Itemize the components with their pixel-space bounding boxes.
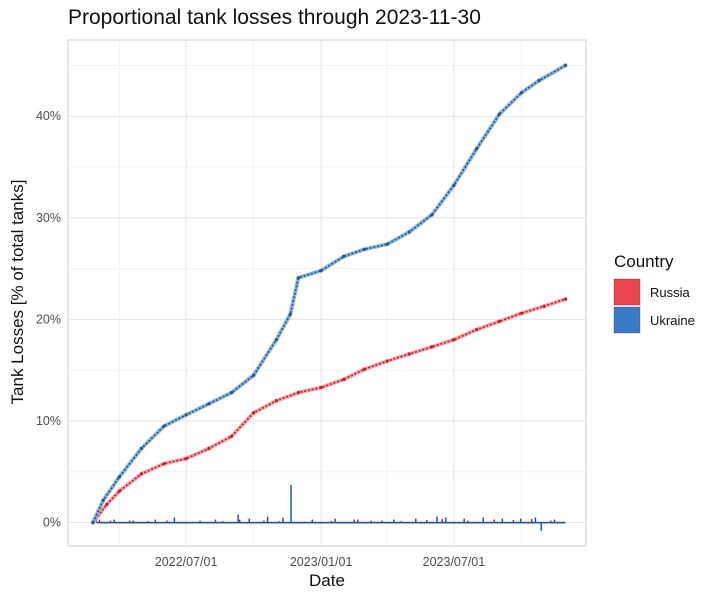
- x-tick-label: 2023/01/01: [290, 555, 353, 569]
- x-axis-ticks: 2022/07/01 2023/01/01 2023/07/01: [155, 555, 485, 569]
- series-ukraine-point: [342, 254, 346, 258]
- series-russia-point: [184, 457, 188, 461]
- series-ukraine-point: [207, 402, 211, 406]
- series-russia-point: [497, 319, 501, 323]
- series-ukraine-point: [296, 276, 300, 280]
- series-ukraine-point: [139, 446, 143, 451]
- series-ukraine-point: [101, 498, 105, 502]
- y-tick-label: 0%: [43, 516, 61, 530]
- series-russia-point: [542, 304, 546, 308]
- series-russia-point: [452, 338, 456, 342]
- series-russia-point: [207, 446, 211, 451]
- series-russia-point: [385, 359, 389, 363]
- series-ukraine-point: [407, 230, 411, 234]
- series-russia-point: [475, 328, 479, 332]
- series-ukraine-point: [563, 63, 568, 67]
- legend-key-russia: [613, 278, 641, 306]
- series-ukraine-point: [274, 338, 278, 342]
- series-ukraine-point: [162, 424, 166, 428]
- series-ukraine-point: [252, 373, 256, 377]
- series-ukraine-line: [92, 64, 566, 523]
- legend: Country Russia Ukraine: [613, 252, 695, 334]
- series-russia-point: [362, 367, 366, 371]
- y-axis-title: Tank Losses [% of total tanks]: [8, 180, 27, 405]
- series-ukraine-point: [184, 413, 188, 417]
- y-tick-label: 40%: [36, 109, 61, 123]
- series-ukraine-point: [117, 475, 121, 479]
- series-ukraine-point: [91, 521, 95, 525]
- series-russia-point: [274, 399, 278, 403]
- x-tick-label: 2023/07/01: [423, 555, 486, 569]
- series-russia-point: [117, 489, 121, 493]
- series-russia-point: [105, 502, 109, 506]
- series-ukraine-point: [319, 269, 323, 273]
- plot-area: [67, 39, 587, 547]
- series-ukraine-point: [385, 242, 389, 246]
- y-tick-label: 30%: [36, 211, 61, 225]
- panel-background: [67, 39, 587, 547]
- series-ukraine-point: [475, 147, 479, 151]
- chart-title: Proportional tank losses through 2023-11…: [68, 6, 481, 29]
- series-russia-point: [407, 352, 411, 356]
- y-tick-label: 20%: [36, 312, 61, 326]
- x-axis-title: Date: [309, 571, 345, 590]
- series-russia-point: [162, 462, 166, 466]
- y-axis-ticks: 0% 10% 20% 30% 40%: [36, 109, 61, 529]
- series-ukraine-point: [452, 183, 456, 187]
- legend-label-russia: Russia: [650, 285, 691, 300]
- series-russia-point: [430, 345, 434, 349]
- legend-key-ukraine: [613, 306, 641, 334]
- series-ukraine-point: [288, 312, 292, 316]
- series-russia-point: [296, 391, 300, 395]
- series-russia-point: [519, 311, 524, 315]
- series-ukraine-point: [362, 247, 366, 251]
- series-ukraine-point: [537, 79, 541, 83]
- series-russia-point: [230, 434, 234, 438]
- y-tick-label: 10%: [36, 414, 61, 428]
- series-russia-point: [252, 411, 256, 415]
- legend-title: Country: [614, 252, 674, 271]
- series-russia-point: [139, 472, 143, 476]
- series-ukraine-point: [519, 91, 524, 95]
- series-russia-point: [319, 385, 323, 390]
- series-russia-point: [563, 297, 568, 301]
- series-russia-line: [92, 298, 566, 524]
- x-tick-label: 2022/07/01: [155, 555, 218, 569]
- series-russia-point: [342, 377, 346, 381]
- legend-label-ukraine: Ukraine: [650, 313, 695, 328]
- series-ukraine-point: [497, 112, 501, 116]
- series-ukraine-point: [430, 213, 434, 217]
- series-ukraine-point: [230, 391, 234, 395]
